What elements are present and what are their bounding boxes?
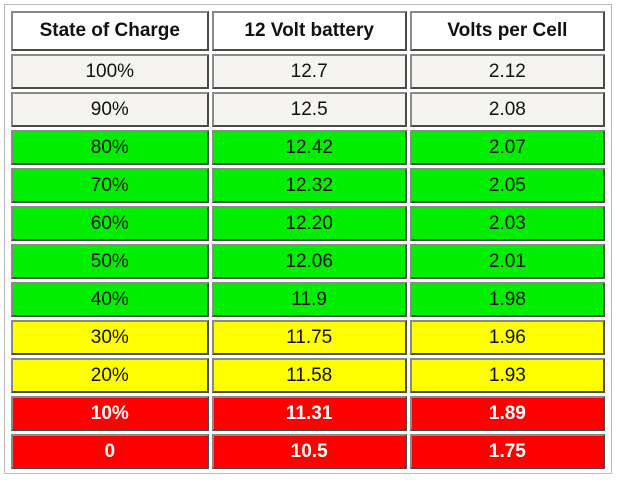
cell-battery-volts: 12.7 <box>211 54 407 89</box>
cell-state-of-charge: 10% <box>11 396 209 431</box>
cell-volts-per-cell: 2.08 <box>409 92 605 127</box>
cell-battery-volts: 12.06 <box>211 244 407 279</box>
table-row: 80% 12.42 2.07 <box>11 130 605 165</box>
table-header-row: State of Charge 12 Volt battery Volts pe… <box>11 11 605 51</box>
cell-volts-per-cell: 2.12 <box>409 54 605 89</box>
cell-volts-per-cell: 1.89 <box>409 396 605 431</box>
cell-volts-per-cell: 2.07 <box>409 130 605 165</box>
cell-battery-volts: 11.75 <box>211 320 407 355</box>
cell-volts-per-cell: 1.96 <box>409 320 605 355</box>
cell-state-of-charge: 80% <box>11 130 209 165</box>
cell-state-of-charge: 40% <box>11 282 209 317</box>
table-row: 90% 12.5 2.08 <box>11 92 605 127</box>
cell-battery-volts: 11.58 <box>211 358 407 393</box>
header-state-of-charge: State of Charge <box>11 11 209 51</box>
cell-battery-volts: 12.20 <box>211 206 407 241</box>
cell-battery-volts: 11.9 <box>211 282 407 317</box>
table-row: 20% 11.58 1.93 <box>11 358 605 393</box>
cell-volts-per-cell: 2.05 <box>409 168 605 203</box>
battery-charge-table: State of Charge 12 Volt battery Volts pe… <box>8 8 608 472</box>
cell-battery-volts: 10.5 <box>211 434 407 469</box>
cell-state-of-charge: 70% <box>11 168 209 203</box>
cell-battery-volts: 12.32 <box>211 168 407 203</box>
cell-volts-per-cell: 2.01 <box>409 244 605 279</box>
cell-state-of-charge: 90% <box>11 92 209 127</box>
cell-volts-per-cell: 1.93 <box>409 358 605 393</box>
cell-state-of-charge: 50% <box>11 244 209 279</box>
cell-battery-volts: 12.5 <box>211 92 407 127</box>
cell-state-of-charge: 100% <box>11 54 209 89</box>
cell-state-of-charge: 30% <box>11 320 209 355</box>
table-row: 10% 11.31 1.89 <box>11 396 605 431</box>
cell-state-of-charge: 20% <box>11 358 209 393</box>
table-row: 100% 12.7 2.12 <box>11 54 605 89</box>
header-volts-per-cell: Volts per Cell <box>409 11 605 51</box>
table-row: 40% 11.9 1.98 <box>11 282 605 317</box>
battery-charge-table-frame: State of Charge 12 Volt battery Volts pe… <box>4 4 612 474</box>
table-row: 0 10.5 1.75 <box>11 434 605 469</box>
table-row: 30% 11.75 1.96 <box>11 320 605 355</box>
cell-volts-per-cell: 1.98 <box>409 282 605 317</box>
cell-state-of-charge: 60% <box>11 206 209 241</box>
table-row: 60% 12.20 2.03 <box>11 206 605 241</box>
table-row: 70% 12.32 2.05 <box>11 168 605 203</box>
header-12-volt-battery: 12 Volt battery <box>211 11 407 51</box>
cell-battery-volts: 11.31 <box>211 396 407 431</box>
cell-volts-per-cell: 2.03 <box>409 206 605 241</box>
cell-battery-volts: 12.42 <box>211 130 407 165</box>
cell-volts-per-cell: 1.75 <box>409 434 605 469</box>
cell-state-of-charge: 0 <box>11 434 209 469</box>
table-row: 50% 12.06 2.01 <box>11 244 605 279</box>
